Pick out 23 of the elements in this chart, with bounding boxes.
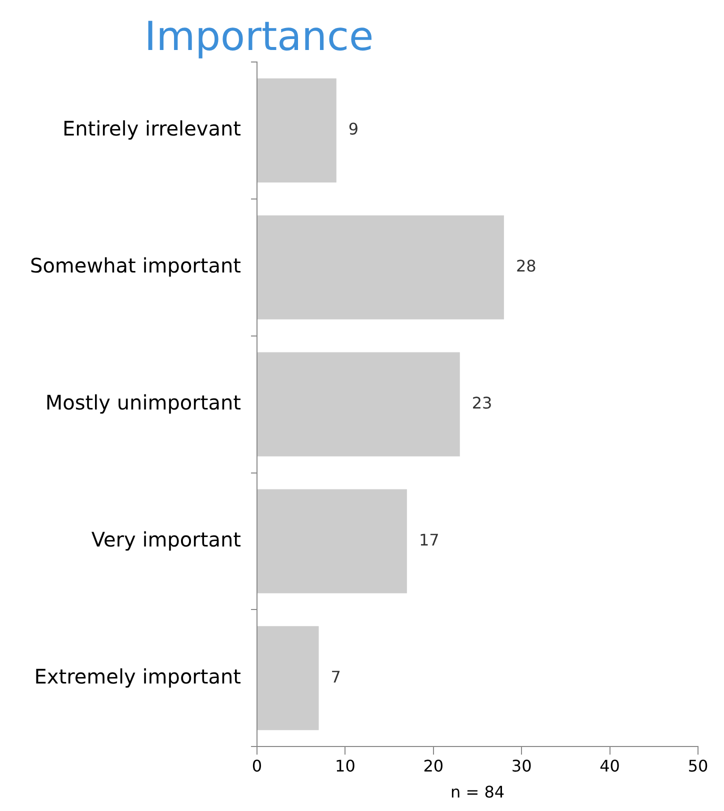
data-label: 28 xyxy=(516,256,536,276)
x-tick-label: 20 xyxy=(423,756,444,776)
y-tick-label: Mostly unimportant xyxy=(45,390,242,415)
y-tick-label: Somewhat important xyxy=(30,254,242,278)
x-tick-label: 10 xyxy=(335,756,356,776)
data-label: 23 xyxy=(472,393,492,412)
bar xyxy=(258,215,504,320)
y-tick-label: Entirely irrelevant xyxy=(62,116,242,141)
bar xyxy=(258,626,319,730)
y-tick-label: Extremely important xyxy=(34,664,242,688)
y-tick-label: Very important xyxy=(91,527,242,552)
data-label: 7 xyxy=(330,667,341,686)
data-label: 9 xyxy=(348,120,359,139)
bar xyxy=(258,352,460,456)
bar xyxy=(258,489,407,594)
x-tick-label: 30 xyxy=(511,756,532,776)
x-axis-title: n = 84 xyxy=(450,782,505,802)
data-label: 17 xyxy=(418,530,440,550)
x-tick-label: 50 xyxy=(688,756,708,776)
chart-title: Importance xyxy=(144,14,374,60)
bar xyxy=(258,78,336,182)
x-tick-label: 40 xyxy=(600,756,620,776)
x-tick-label: 0 xyxy=(252,756,262,776)
